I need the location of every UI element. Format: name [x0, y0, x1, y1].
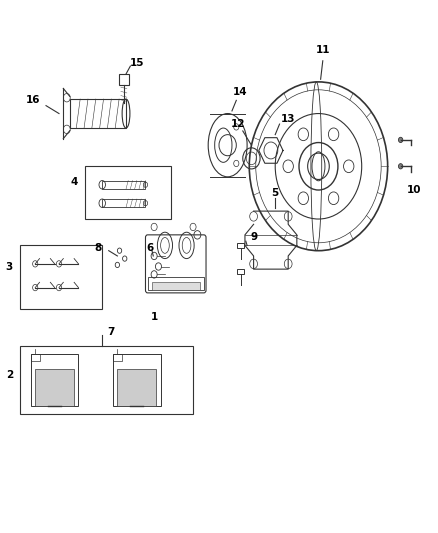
Text: 11: 11 — [315, 45, 330, 55]
Bar — [152, 282, 200, 290]
Text: 13: 13 — [281, 114, 296, 124]
Bar — [20, 245, 102, 309]
Text: 8: 8 — [94, 243, 102, 253]
Circle shape — [399, 138, 403, 142]
Bar — [102, 199, 145, 207]
Text: 16: 16 — [26, 95, 40, 106]
Text: 7: 7 — [107, 327, 115, 337]
Bar — [119, 74, 129, 85]
Bar — [117, 369, 156, 406]
Bar — [31, 353, 78, 406]
Text: 14: 14 — [233, 87, 248, 98]
Bar — [237, 269, 244, 274]
Bar — [35, 369, 74, 406]
Bar — [85, 166, 171, 219]
Text: 6: 6 — [146, 243, 153, 253]
Text: 12: 12 — [231, 119, 246, 129]
Text: 3: 3 — [6, 262, 13, 271]
Text: 4: 4 — [71, 177, 78, 187]
Text: 9: 9 — [250, 232, 257, 243]
Bar — [31, 353, 39, 361]
Bar — [113, 353, 122, 361]
Bar — [148, 277, 204, 290]
Text: 10: 10 — [406, 185, 421, 195]
Bar — [70, 99, 126, 128]
Bar — [20, 345, 193, 414]
Circle shape — [399, 164, 403, 169]
Text: 1: 1 — [151, 312, 158, 321]
Text: 15: 15 — [130, 59, 144, 68]
Bar — [237, 243, 244, 248]
Bar — [113, 353, 161, 406]
Text: 5: 5 — [272, 188, 279, 198]
Text: 2: 2 — [6, 369, 13, 379]
Bar — [102, 181, 145, 189]
